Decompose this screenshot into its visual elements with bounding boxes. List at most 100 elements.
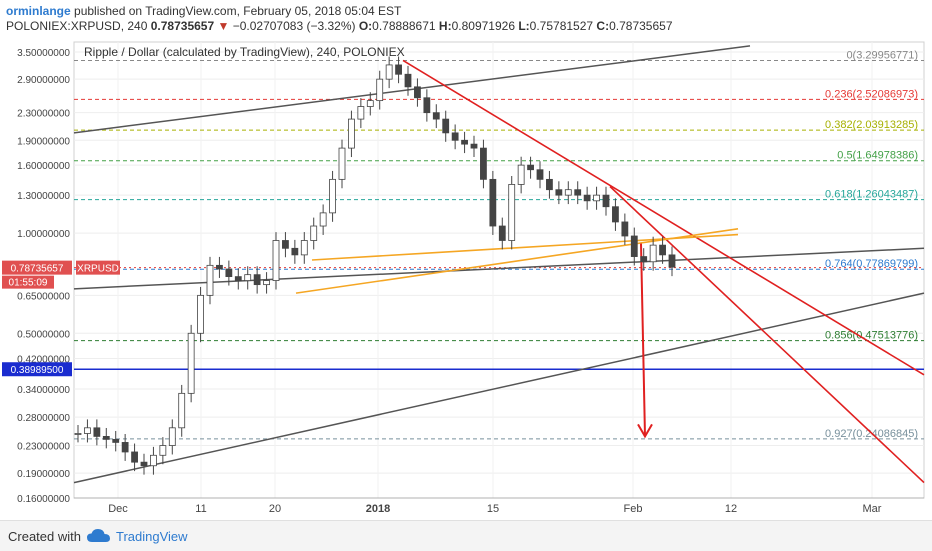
y-tick-label: 0.65000000 — [17, 291, 70, 302]
candle-body — [461, 139, 468, 145]
middle-trend-line — [73, 247, 925, 290]
ohlc-line: POLONIEX:XRPUSD, 240 0.78735657 ▼ −0.027… — [6, 19, 673, 33]
chart-area[interactable]: 0(3.29956771) 0.236(2.52086973) 0.382(2.03… — [0, 40, 932, 518]
candle-body — [121, 442, 129, 453]
candle-body — [527, 164, 534, 171]
candle-body — [517, 164, 525, 185]
candle-body — [555, 189, 563, 196]
candle-body — [131, 451, 138, 463]
candle-body — [640, 256, 648, 263]
symbol-tag — [76, 260, 120, 275]
x-tick-label: Dec — [108, 503, 128, 515]
x-tick-label: Feb — [624, 503, 643, 515]
y-tick-label: 2.30000000 — [17, 109, 70, 120]
author-link[interactable]: orminlange — [6, 4, 71, 18]
tradingview-cloud-icon — [87, 529, 110, 542]
candle-body — [630, 235, 638, 257]
countdown-label: 01:55:09 — [9, 278, 48, 289]
y-tick-label: 0.28000000 — [17, 413, 70, 424]
y-tick-label: 3.50000000 — [17, 48, 70, 59]
candle-body — [366, 100, 374, 107]
candle-body — [498, 225, 506, 241]
y-tick-label: 1.90000000 — [17, 136, 70, 147]
x-tick-label: 11 — [195, 503, 206, 515]
candle-body — [508, 184, 516, 241]
footer: Created with TradingView — [0, 520, 932, 551]
candle-body — [621, 221, 629, 237]
candle-body — [244, 274, 252, 281]
candle-body — [329, 178, 336, 214]
fib-level-label: 0.236(2.52086973) — [825, 88, 918, 100]
candle-body — [102, 436, 110, 440]
candle-body — [310, 225, 318, 241]
created-with-text: Created with — [8, 529, 81, 544]
upper-channel-line — [73, 45, 751, 134]
candle-body — [319, 212, 327, 227]
candle-body — [197, 294, 204, 334]
low-value: 0.75781527 — [529, 19, 594, 33]
y-tick-label: 0.16000000 — [17, 494, 70, 505]
fib-level-label: 0.856(0.47513776) — [825, 330, 918, 342]
fib-level-label: 0(3.29956771) — [846, 49, 918, 61]
symbol-label: POLONIEX:XRPUSD, 240 — [6, 19, 148, 33]
current-price-tag — [2, 260, 72, 275]
candle-body — [168, 427, 176, 446]
low-label: L: — [518, 19, 530, 33]
high-label: H: — [438, 19, 452, 33]
publish-info: published on TradingView.com, February 0… — [70, 4, 402, 18]
candle-body — [216, 264, 223, 270]
candle-body — [263, 280, 270, 286]
candle-body — [159, 445, 167, 456]
y-tick-label: 1.30000000 — [17, 191, 70, 202]
y-tick-label: 1.00000000 — [17, 229, 70, 240]
fib-level-label: 0.618(1.26043487) — [825, 189, 918, 201]
last-price: 0.78735657 — [150, 19, 215, 33]
candle-body — [536, 169, 544, 180]
candle-body — [376, 78, 384, 102]
candle-body — [112, 438, 120, 443]
orange-trend-line — [295, 228, 739, 294]
open-label: O: — [358, 19, 373, 33]
candle-body — [668, 254, 676, 268]
candle-body — [272, 240, 280, 281]
candle-body — [348, 118, 355, 149]
candle-body — [593, 194, 600, 202]
candle-body — [423, 97, 431, 114]
resistance-line-red — [402, 59, 925, 376]
candle-body — [84, 427, 91, 434]
candle-body — [206, 264, 214, 296]
candle-body — [187, 332, 195, 394]
price-chart[interactable]: 0(3.29956771) 0.236(2.52086973) 0.382(2.03… — [0, 40, 932, 518]
close-label: C: — [596, 19, 610, 33]
x-tick-label: Mar — [863, 503, 882, 515]
candle-body — [489, 178, 497, 227]
candle-body — [451, 132, 459, 141]
y-tick-label: 0.23000000 — [17, 442, 70, 453]
header: orminlange published on TradingView.com,… — [0, 0, 932, 36]
candle-body — [338, 147, 346, 180]
chart-title: Ripple / Dollar (calculated by TradingVi… — [84, 45, 405, 59]
x-tick-label: 12 — [725, 503, 737, 515]
candle-body — [282, 240, 289, 249]
candle-body — [414, 86, 421, 99]
publish-line: orminlange published on TradingView.com,… — [6, 4, 401, 18]
y-tick-label: 2.90000000 — [17, 75, 70, 86]
candle-body — [564, 189, 572, 196]
candle-body — [300, 240, 308, 256]
y-tick-label: 0.50000000 — [17, 329, 70, 340]
support-price-tag — [2, 362, 72, 377]
candle-body — [357, 106, 365, 120]
candle-body — [404, 73, 412, 88]
close-value: 0.78735657 — [609, 19, 673, 33]
candle-body — [74, 433, 82, 435]
fib-level-label: 0.764(0.77869799) — [825, 258, 918, 270]
candle-body — [225, 268, 233, 278]
candle-body — [583, 194, 591, 202]
candle-body — [385, 64, 393, 80]
candle-body — [234, 276, 242, 281]
y-tick-label: 1.60000000 — [17, 161, 70, 172]
y-tick-label: 0.42000000 — [17, 354, 70, 365]
x-tick-label: 2018 — [366, 503, 390, 515]
x-tick-label: 15 — [487, 503, 499, 515]
tradingview-brand[interactable]: TradingView — [116, 529, 188, 544]
